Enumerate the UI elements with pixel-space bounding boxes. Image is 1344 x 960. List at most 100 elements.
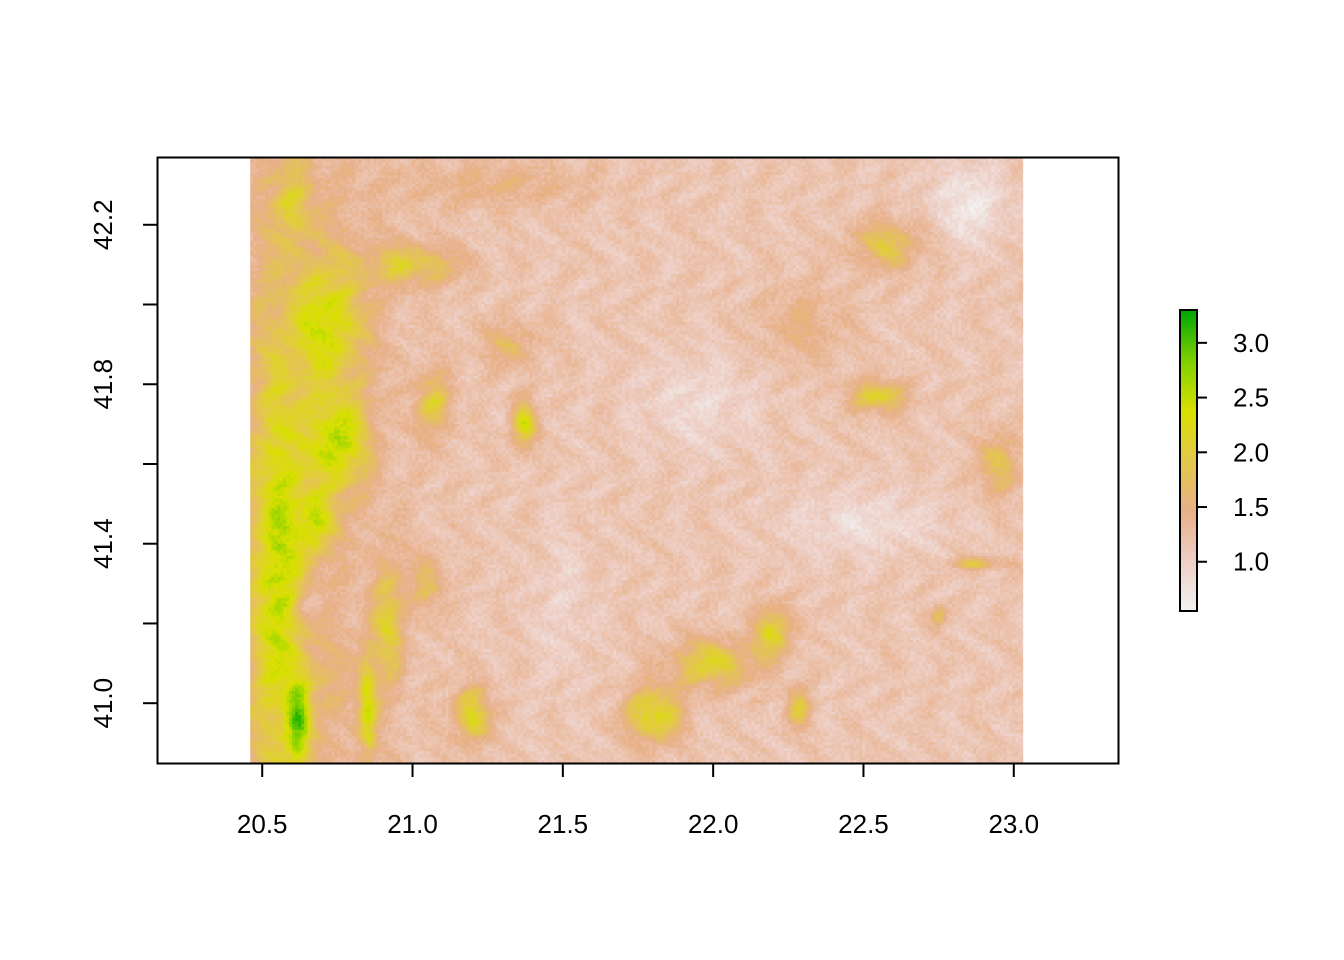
x-tick-label: 21.5 — [538, 809, 589, 839]
colorbar-swatch — [1180, 348, 1197, 351]
colorbar-swatch — [1180, 572, 1197, 576]
colorbar-swatch — [1180, 540, 1197, 544]
colorbar-swatch — [1180, 530, 1197, 534]
colorbar-swatch — [1180, 406, 1197, 409]
colorbar-swatch — [1180, 340, 1197, 343]
colorbar-swatch — [1180, 502, 1197, 506]
colorbar-swatch — [1180, 576, 1197, 580]
colorbar-swatch — [1180, 602, 1197, 606]
colorbar-swatch — [1180, 352, 1197, 355]
colorbar-swatch — [1180, 562, 1197, 566]
colorbar-swatch — [1180, 390, 1197, 393]
colorbar-legend: 1.0 1.5 2.0 2.5 3.0 — [1179, 309, 1269, 612]
colorbar-tick-label: 3.0 — [1233, 328, 1269, 358]
colorbar-swatch — [1180, 426, 1197, 429]
colorbar-swatch — [1180, 366, 1197, 369]
colorbar-swatch — [1180, 322, 1197, 325]
colorbar-swatch — [1180, 380, 1197, 383]
colorbar-swatch — [1180, 446, 1197, 450]
colorbar-swatch — [1180, 414, 1197, 417]
colorbar-swatch — [1180, 564, 1197, 568]
colorbar-swatch — [1180, 430, 1197, 434]
colorbar-swatch — [1180, 476, 1197, 480]
colorbar-swatch — [1180, 582, 1197, 586]
colorbar-swatch — [1180, 456, 1197, 460]
colorbar-swatch — [1180, 444, 1197, 448]
colorbar-tick-label: 2.5 — [1233, 383, 1269, 413]
colorbar-swatch — [1180, 494, 1197, 498]
colorbar-swatch — [1180, 440, 1197, 444]
colorbar-swatch — [1180, 400, 1197, 403]
colorbar-swatch — [1180, 460, 1197, 464]
colorbar-swatch — [1180, 338, 1197, 341]
colorbar-swatch — [1180, 590, 1197, 594]
colorbar-swatch — [1180, 560, 1197, 564]
colorbar-swatch — [1180, 454, 1197, 458]
colorbar-swatch — [1180, 524, 1197, 528]
x-tick-label: 22.0 — [688, 809, 739, 839]
colorbar-swatch — [1180, 474, 1197, 478]
colorbar-swatch — [1180, 402, 1197, 405]
colorbar-swatch — [1180, 428, 1197, 431]
colorbar-swatch — [1180, 332, 1197, 335]
colorbar-swatch — [1180, 542, 1197, 546]
raster-cells — [250, 157, 1024, 763]
colorbar-swatch — [1180, 324, 1197, 327]
colorbar-swatch — [1180, 496, 1197, 500]
colorbar-swatch — [1180, 372, 1197, 375]
colorbar-swatch — [1180, 356, 1197, 359]
colorbar-swatch — [1180, 334, 1197, 337]
colorbar-swatch — [1180, 410, 1197, 413]
colorbar-swatch — [1180, 458, 1197, 462]
colorbar-swatch — [1180, 596, 1197, 600]
colorbar-swatch — [1180, 550, 1197, 554]
colorbar-swatch — [1180, 508, 1197, 512]
colorbar-swatch — [1180, 310, 1197, 313]
colorbar-swatch — [1180, 518, 1197, 522]
colorbar-swatch — [1180, 336, 1197, 339]
colorbar-swatch — [1180, 588, 1197, 592]
colorbar-swatch — [1180, 528, 1197, 532]
colorbar-swatch — [1180, 598, 1197, 602]
colorbar-tick-label: 1.5 — [1233, 492, 1269, 522]
colorbar-swatch — [1180, 536, 1197, 540]
colorbar-swatch — [1180, 488, 1197, 492]
colorbar-swatch — [1180, 344, 1197, 347]
colorbar-swatch — [1180, 432, 1197, 436]
colorbar-swatch — [1180, 574, 1197, 578]
colorbar-swatch — [1180, 490, 1197, 494]
colorbar-swatch — [1180, 552, 1197, 556]
colorbar-swatch — [1180, 370, 1197, 373]
colorbar-swatch — [1180, 558, 1197, 562]
colorbar-swatch — [1180, 392, 1197, 395]
colorbar-frame — [1179, 309, 1198, 612]
plot-frame — [156, 156, 1120, 765]
colorbar-swatch — [1180, 346, 1197, 349]
colorbar-tick-label: 1.0 — [1233, 547, 1269, 577]
colorbar-swatch — [1180, 464, 1197, 468]
colorbar-swatch — [1180, 592, 1197, 596]
colorbar-swatch — [1180, 378, 1197, 381]
x-tick-label: 23.0 — [988, 809, 1039, 839]
colorbar-swatch — [1180, 434, 1197, 438]
colorbar-swatch — [1180, 342, 1197, 345]
x-tick-label: 21.0 — [387, 809, 438, 839]
colorbar-swatch — [1180, 472, 1197, 476]
colorbar-swatch — [1180, 418, 1197, 421]
colorbar-swatch — [1180, 386, 1197, 389]
y-axis: 41.0 41.4 41.8 42.2 — [88, 199, 157, 729]
colorbar-swatch — [1180, 538, 1197, 542]
colorbar-swatch — [1180, 360, 1197, 363]
colorbar-swatch — [1180, 354, 1197, 357]
colorbar-swatch — [1180, 326, 1197, 329]
colorbar-swatch — [1180, 312, 1197, 315]
colorbar-swatch — [1180, 514, 1197, 518]
colorbar-swatch — [1180, 398, 1197, 401]
colorbar-swatch — [1180, 470, 1197, 474]
colorbar-swatch — [1180, 516, 1197, 520]
colorbar-swatch — [1180, 364, 1197, 367]
colorbar-swatch — [1180, 554, 1197, 558]
colorbar-swatch — [1180, 416, 1197, 419]
colorbar-swatch — [1180, 480, 1197, 484]
colorbar-swatch — [1180, 442, 1197, 446]
